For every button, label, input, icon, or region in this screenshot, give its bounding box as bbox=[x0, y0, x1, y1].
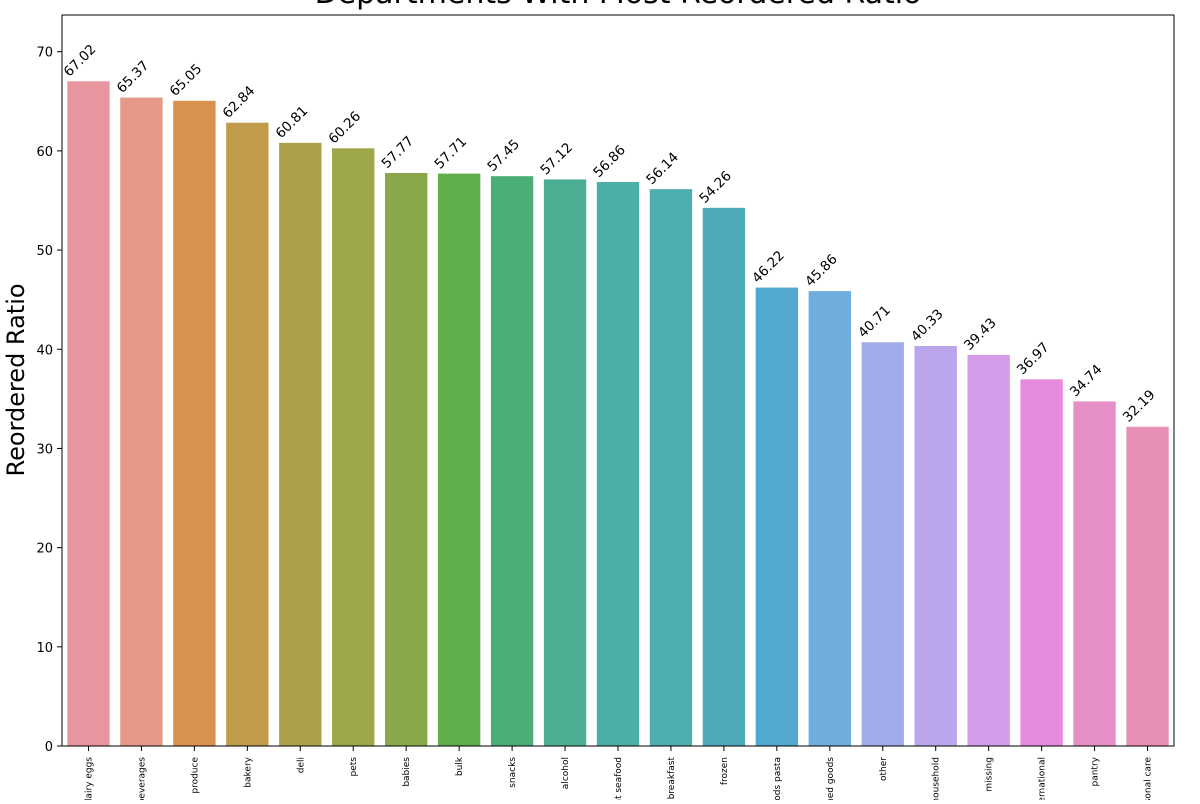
bar-alcohol bbox=[543, 179, 587, 747]
chart-title: Departments With Most Reordered Ratio bbox=[315, 0, 922, 11]
x-tick-label: dairy eggs bbox=[84, 757, 94, 800]
bar-value-label: 57.12 bbox=[537, 140, 576, 179]
bar-dairy-eggs bbox=[67, 81, 110, 747]
bar-frozen bbox=[702, 207, 746, 746]
bar-missing bbox=[967, 354, 1010, 746]
bar-value-label: 62.84 bbox=[220, 83, 259, 122]
bar-value-label: 56.14 bbox=[643, 149, 682, 188]
bar-value-label: 56.86 bbox=[590, 142, 629, 181]
bar-value-label: 57.71 bbox=[431, 134, 470, 173]
bar-produce bbox=[173, 100, 216, 747]
bar-snacks bbox=[490, 176, 534, 746]
bar-value-label: 40.71 bbox=[855, 302, 894, 341]
bar-meat-seafood bbox=[596, 182, 640, 746]
x-tick-label: bulk bbox=[455, 756, 465, 776]
x-tick-label: bakery bbox=[243, 756, 253, 787]
bar-canned-goods bbox=[808, 291, 851, 746]
y-tick-label: 20 bbox=[36, 542, 53, 557]
bar-value-label: 54.26 bbox=[696, 168, 735, 207]
x-tick-label: other bbox=[879, 757, 889, 781]
bar-deli bbox=[279, 142, 322, 747]
bar-value-label: 34.74 bbox=[1067, 362, 1106, 401]
x-tick-label: babies bbox=[402, 757, 412, 787]
y-tick-label: 70 bbox=[36, 46, 53, 61]
bar-international bbox=[1020, 379, 1063, 746]
bar-household bbox=[914, 345, 957, 746]
bar-pantry bbox=[1073, 401, 1116, 746]
bars bbox=[67, 81, 1169, 747]
y-tick-label: 30 bbox=[36, 442, 53, 457]
bar-value-label: 57.77 bbox=[379, 133, 418, 172]
x-tick-label: missing bbox=[985, 757, 995, 792]
x-tick-label: snacks bbox=[508, 757, 518, 788]
bar-value-label: 57.45 bbox=[484, 136, 523, 175]
x-tick-label: frozen bbox=[720, 757, 730, 785]
x-tick-label: international bbox=[1038, 757, 1048, 800]
plot-area-frame bbox=[61, 14, 1175, 747]
x-tick-label: produce bbox=[190, 757, 200, 794]
x-tick-label: pets bbox=[349, 757, 359, 777]
y-axis-label: Reordered Ratio bbox=[2, 283, 30, 476]
bar-value-label: 67.02 bbox=[61, 41, 100, 80]
bar-pets bbox=[332, 148, 375, 746]
x-tick-label: household bbox=[932, 757, 942, 800]
bar-value-label: 60.26 bbox=[326, 108, 365, 147]
bar-value-label: 65.37 bbox=[114, 58, 153, 97]
x-tick-label: meat seafood bbox=[614, 757, 624, 800]
bar-value-label: 40.33 bbox=[908, 306, 947, 345]
x-tick-label: breakfast bbox=[667, 757, 677, 800]
x-tick-label: beverages bbox=[137, 757, 147, 800]
bar-personal-care bbox=[1126, 426, 1169, 746]
bar-breakfast bbox=[649, 189, 693, 747]
y-tick-label: 60 bbox=[36, 145, 53, 160]
bar-value-label: 60.81 bbox=[273, 103, 312, 142]
bar-value-label: 65.05 bbox=[167, 61, 206, 100]
bar-babies bbox=[385, 173, 428, 747]
bar-bulk bbox=[437, 173, 481, 746]
bar-value-label: 45.86 bbox=[802, 251, 841, 290]
x-tick-label: alcohol bbox=[561, 757, 571, 789]
y-axis: 0 10 20 30 40 50 60 70 bbox=[36, 46, 62, 755]
bar-beverages bbox=[120, 97, 163, 747]
bar-value-label: 36.97 bbox=[1014, 339, 1053, 378]
y-tick-label: 10 bbox=[36, 641, 53, 656]
y-tick-label: 40 bbox=[36, 343, 53, 358]
bar-value-label: 46.22 bbox=[749, 248, 788, 287]
bar-bakery bbox=[226, 122, 269, 746]
x-tick-label: deli bbox=[296, 757, 306, 773]
x-axis: dairy eggs beverages produce bakery deli pets… bbox=[84, 746, 1154, 804]
bar-other bbox=[861, 342, 904, 746]
x-tick-label: dry goods pasta bbox=[773, 757, 783, 800]
y-tick-label: 50 bbox=[36, 244, 53, 259]
bar-value-label: 39.43 bbox=[961, 315, 1000, 354]
bar-value-label: 32.19 bbox=[1120, 387, 1159, 426]
x-tick-label: personal care bbox=[1144, 757, 1154, 800]
y-tick-label: 0 bbox=[45, 740, 53, 755]
x-tick-label: canned goods bbox=[826, 757, 836, 800]
bar-dry-goods-pasta bbox=[755, 287, 799, 746]
x-tick-label: pantry bbox=[1091, 756, 1101, 786]
